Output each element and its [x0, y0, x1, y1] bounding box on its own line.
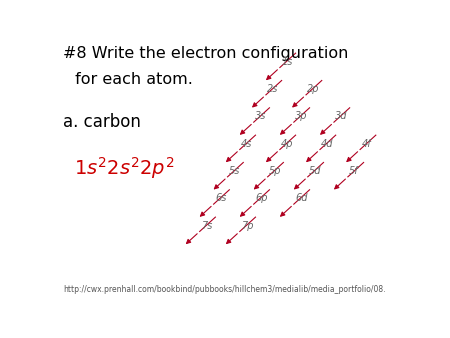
- Text: 3p: 3p: [295, 111, 308, 121]
- Text: 4d: 4d: [321, 139, 334, 149]
- Text: for each atom.: for each atom.: [70, 72, 193, 87]
- Text: $1s^22s^22p^2$: $1s^22s^22p^2$: [74, 155, 174, 181]
- Text: 6s: 6s: [215, 193, 226, 203]
- Text: #8 Write the electron configuration: #8 Write the electron configuration: [63, 46, 349, 61]
- Text: 4p: 4p: [281, 139, 294, 149]
- Text: 7p: 7p: [241, 221, 254, 231]
- Text: 6d: 6d: [295, 193, 308, 203]
- Text: http://cwx.prenhall.com/bookbind/pubbooks/hillchem3/medialib/media_portfolio/08.: http://cwx.prenhall.com/bookbind/pubbook…: [63, 285, 386, 294]
- Text: a. carbon: a. carbon: [63, 114, 141, 131]
- Text: 4s: 4s: [241, 139, 252, 149]
- Text: 5d: 5d: [309, 166, 322, 176]
- Text: 4f: 4f: [361, 139, 371, 149]
- Text: 5f: 5f: [349, 166, 359, 176]
- Text: 6p: 6p: [255, 193, 268, 203]
- Text: 3d: 3d: [335, 111, 348, 121]
- Text: 3s: 3s: [255, 111, 266, 121]
- Text: 1s: 1s: [281, 56, 292, 67]
- Text: 5p: 5p: [269, 166, 282, 176]
- Text: 5s: 5s: [229, 166, 240, 176]
- Text: 2s: 2s: [267, 84, 279, 94]
- Text: 2p: 2p: [307, 84, 320, 94]
- Text: 7s: 7s: [201, 221, 212, 231]
